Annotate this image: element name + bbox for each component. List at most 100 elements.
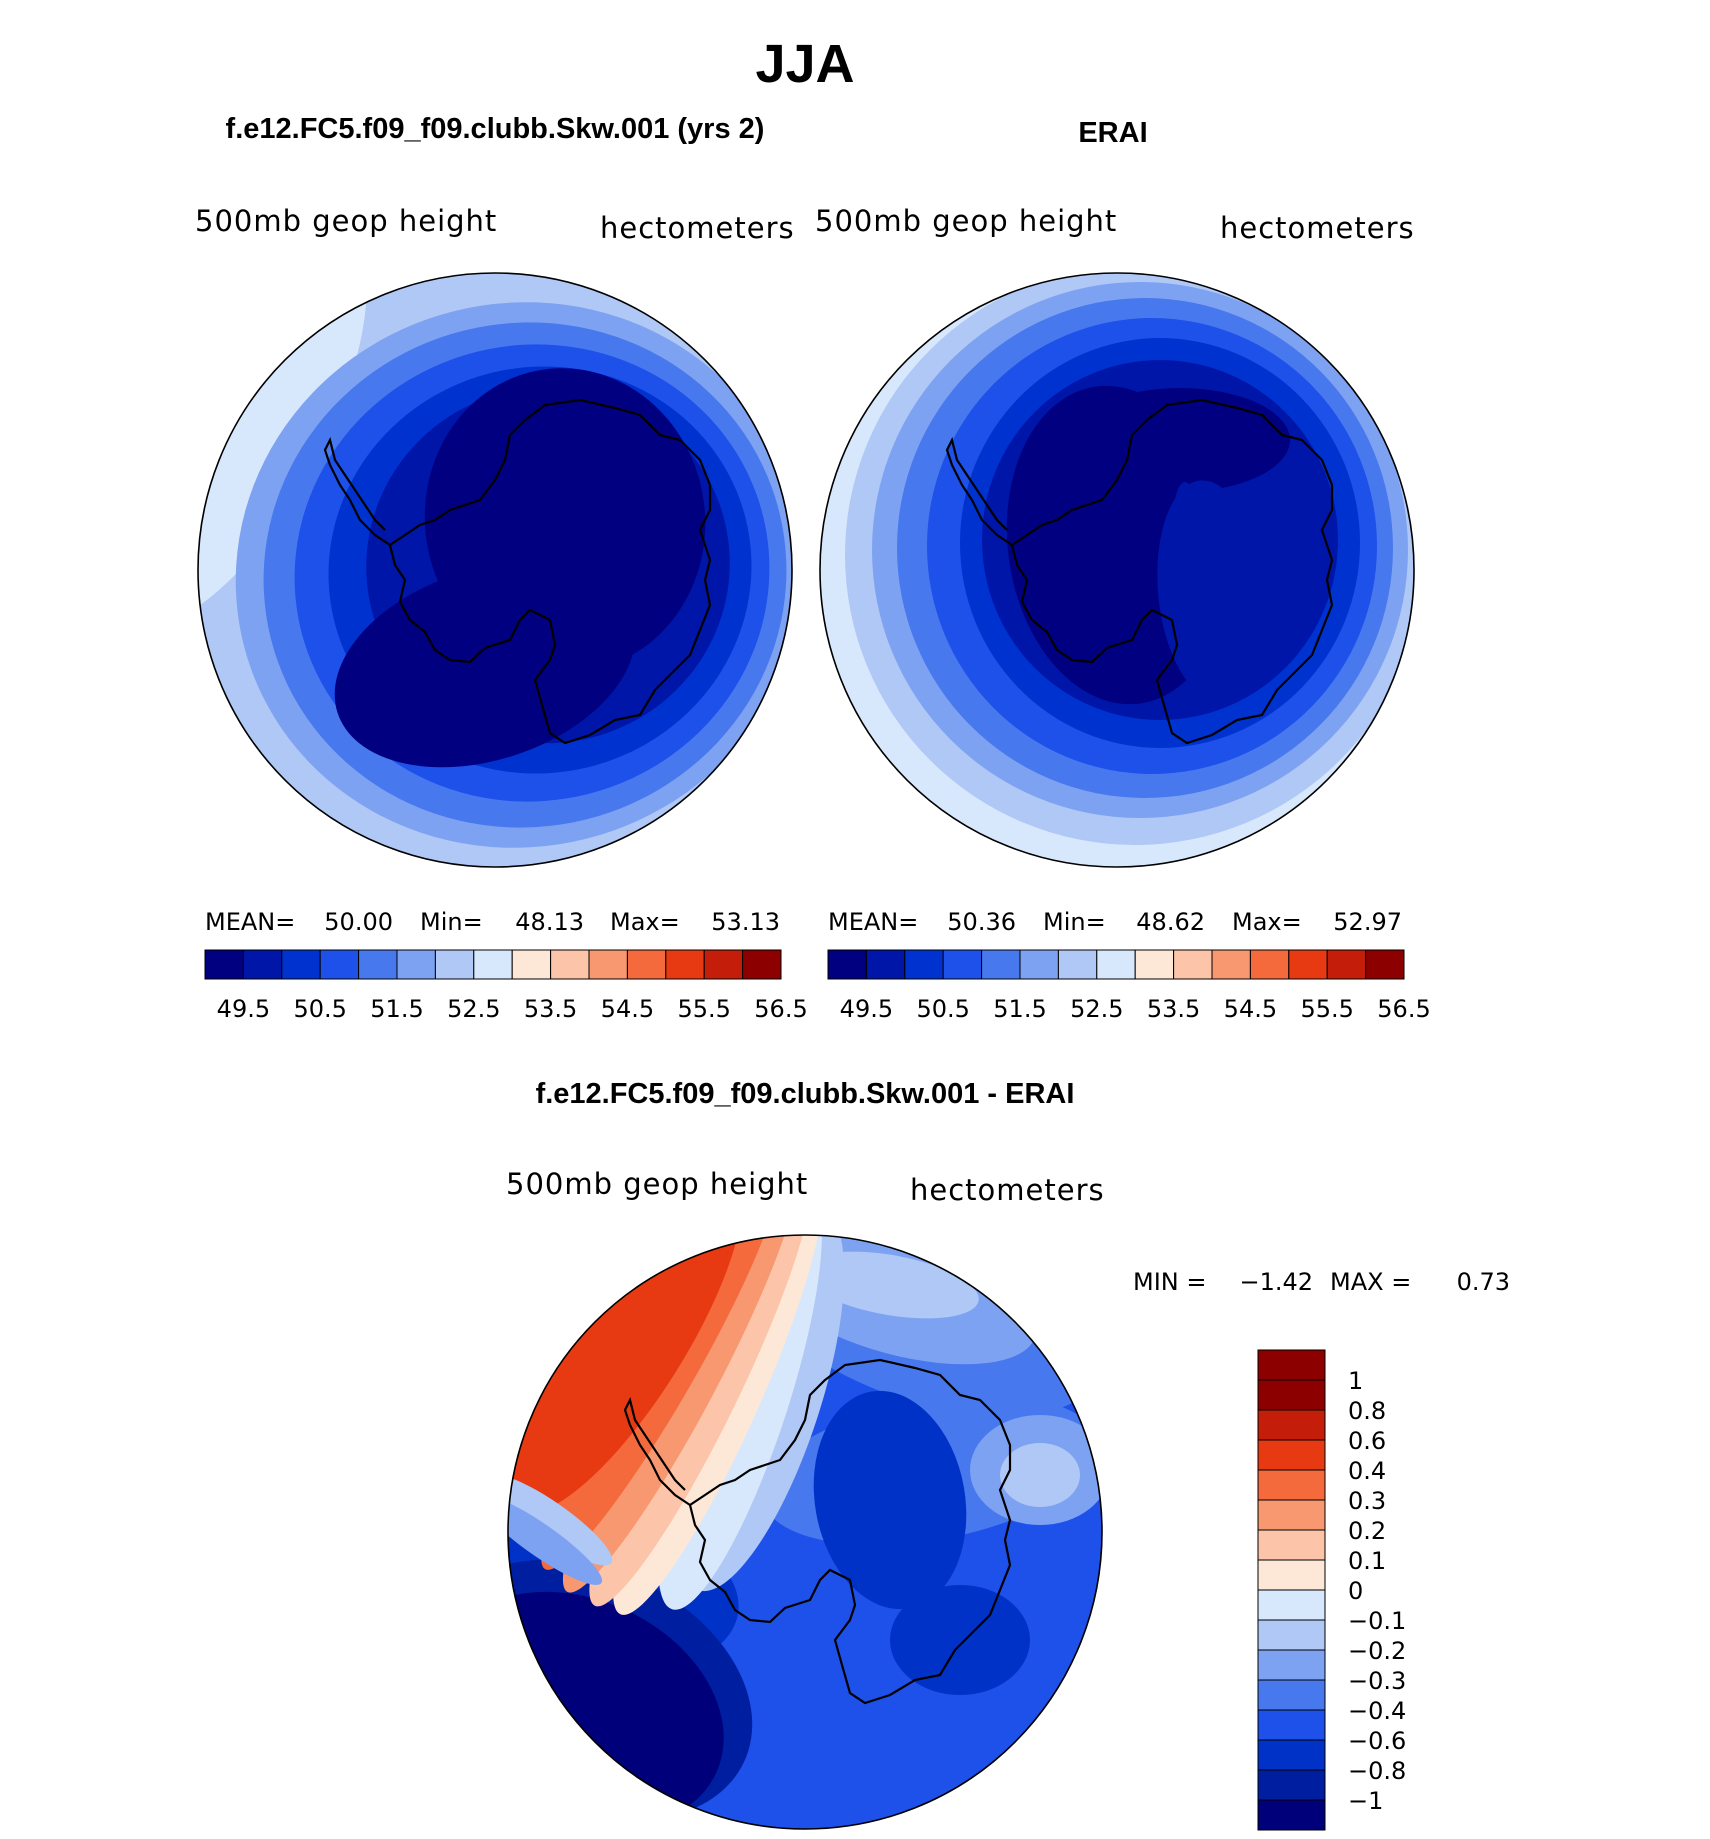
panel-model-colorbar: [204, 949, 782, 980]
panel-diff-colorbar-tick-label: 0.2: [1348, 1517, 1386, 1545]
panel-model-units-label: hectometers: [600, 211, 795, 245]
panel-diff-stats: MIN = −1.42 MAX = 0.73: [1133, 1268, 1510, 1296]
panel-erai-colorbar-ticks: 49.5 50.5 51.5 52.5 53.5 54.5 55.5 56.5: [840, 995, 1431, 1023]
panel-diff-colorbar-tick-label: −0.2: [1348, 1637, 1406, 1665]
panel-diff-colorbar-tick-label: 1: [1348, 1367, 1363, 1395]
panel-model-colorbar-tick-label: 49.5: [217, 995, 270, 1023]
panel-erai-mean-value: 50.36: [947, 908, 1016, 936]
panel-erai-min-value: 48.62: [1136, 908, 1205, 936]
panel-diff-colorbar-ticks: −1−0.8−0.6−0.4−0.3−0.2−0.100.10.20.30.40…: [1348, 1367, 1406, 1815]
panel-erai-units-label: hectometers: [1220, 211, 1415, 245]
panel-diff-colorbar-swatch: [1257, 1649, 1326, 1681]
panel-model-colorbar-tick-label: 53.5: [524, 995, 577, 1023]
panel-model-colorbar-swatch: [204, 949, 244, 980]
panel-diff-colorbar-tick-label: 0.6: [1348, 1427, 1386, 1455]
panel-erai-colorbar-tick-label: 54.5: [1224, 995, 1277, 1023]
panel-diff-title: f.e12.FC5.f09_f09.clubb.Skw.001 - ERAI: [536, 1078, 1075, 1110]
panel-erai-colorbar-swatch: [1288, 949, 1328, 980]
panel-diff-min-label: MIN =: [1133, 1268, 1206, 1296]
panel-erai-colorbar-tick-label: 56.5: [1377, 995, 1430, 1023]
panel-diff-colorbar-tick-label: 0.4: [1348, 1457, 1386, 1485]
panel-diff: f.e12.FC5.f09_f09.clubb.Skw.001 - ERAI 5…: [506, 1078, 1510, 1831]
panel-model-title: f.e12.FC5.f09_f09.clubb.Skw.001 (yrs 2): [226, 113, 765, 145]
panel-diff-colorbar-swatch: [1257, 1799, 1326, 1831]
panel-model-max-label: Max=: [610, 908, 680, 936]
panel-model-colorbar-swatch: [396, 949, 436, 980]
panel-model-min-label: Min=: [420, 908, 483, 936]
panel-diff-colorbar-swatch: [1257, 1769, 1326, 1801]
panel-model-colorbar-swatch: [511, 949, 552, 980]
panel-model-colorbar-swatch: [626, 949, 667, 980]
panel-model-mean-value: 50.00: [324, 908, 393, 936]
panel-model-colorbar-tick-label: 55.5: [677, 995, 730, 1023]
panel-diff-colorbar-swatch: [1257, 1529, 1326, 1561]
panel-diff-colorbar-tick-label: 0: [1348, 1577, 1363, 1605]
panel-model-colorbar-swatch: [434, 949, 475, 980]
panel-diff-colorbar-swatch: [1257, 1379, 1326, 1411]
panel-model: f.e12.FC5.f09_f09.clubb.Skw.001 (yrs 2) …: [195, 113, 808, 1023]
panel-model-colorbar-swatch: [550, 949, 590, 980]
panel-model-colorbar-swatch: [742, 949, 782, 980]
panel-model-colorbar-tick-label: 52.5: [447, 995, 500, 1023]
panel-erai-colorbar-swatch: [827, 949, 867, 980]
panel-erai-title: ERAI: [1078, 117, 1147, 149]
panel-model-map: [198, 273, 792, 867]
panel-erai-map-border: [819, 272, 1415, 868]
panel-model-min-value: 48.13: [515, 908, 584, 936]
panel-erai-colorbar-tick-label: 53.5: [1147, 995, 1200, 1023]
panel-diff-colorbar-swatch: [1257, 1679, 1326, 1711]
panel-model-colorbar-tick-label: 56.5: [754, 995, 807, 1023]
panel-diff-colorbar-tick-label: 0.3: [1348, 1487, 1386, 1515]
panel-diff-map: [508, 1235, 1102, 1829]
panel-model-map-border: [197, 272, 793, 868]
panel-diff-max-label: MAX =: [1330, 1268, 1411, 1296]
panel-diff-colorbar-tick-label: −0.6: [1348, 1727, 1406, 1755]
panel-erai-colorbar-swatch: [981, 949, 1021, 980]
panel-model-colorbar-swatch: [242, 949, 283, 980]
panel-erai-colorbar-swatch: [1211, 949, 1251, 980]
panel-model-colorbar-swatch: [281, 949, 321, 980]
panel-model-stats: MEAN= 50.00 Min= 48.13 Max= 53.13: [205, 908, 780, 936]
panel-diff-variable-label: 500mb geop height: [506, 1167, 808, 1201]
panel-erai-colorbar-swatch: [1096, 949, 1136, 980]
figure-title: JJA: [755, 34, 854, 94]
panel-model-colorbar-swatch: [319, 949, 360, 980]
panel-diff-colorbar-swatch: [1257, 1409, 1326, 1441]
panel-erai-colorbar: [827, 949, 1405, 980]
panel-diff-min-value: −1.42: [1239, 1268, 1313, 1296]
panel-diff-colorbar-tick-label: −0.8: [1348, 1757, 1406, 1785]
panel-erai-colorbar-tick-label: 52.5: [1070, 995, 1123, 1023]
panel-model-colorbar-tick-label: 54.5: [601, 995, 654, 1023]
panel-model-colorbar-tick-label: 50.5: [293, 995, 346, 1023]
panel-diff-colorbar-tick-label: −1: [1348, 1787, 1383, 1815]
panel-model-colorbar-tick-label: 51.5: [370, 995, 423, 1023]
panel-diff-colorbar-swatch: [1257, 1589, 1326, 1621]
panel-erai-colorbar-swatch: [1365, 949, 1405, 980]
panel-erai-max-value: 52.97: [1333, 908, 1402, 936]
panel-erai-colorbar-swatch: [1173, 949, 1213, 980]
panel-diff-colorbar-swatch: [1257, 1349, 1326, 1381]
panel-erai-mean-label: MEAN=: [828, 908, 918, 936]
panel-diff-colorbar-tick-label: 0.1: [1348, 1547, 1386, 1575]
panel-erai-variable-label: 500mb geop height: [815, 204, 1117, 238]
panel-erai-colorbar-swatch: [1134, 949, 1175, 980]
panel-model-colorbar-swatch: [588, 949, 628, 980]
panel-erai-colorbar-tick-label: 51.5: [993, 995, 1046, 1023]
panel-diff-units-label: hectometers: [910, 1173, 1105, 1207]
panel-erai-colorbar-swatch: [942, 949, 983, 980]
panel-model-colorbar-ticks: 49.5 50.5 51.5 52.5 53.5 54.5 55.5 56.5: [217, 995, 808, 1023]
panel-erai-colorbar-tick-label: 50.5: [916, 995, 969, 1023]
panel-model-colorbar-swatch: [703, 949, 744, 980]
panel-erai-colorbar-swatch: [1057, 949, 1098, 980]
panel-erai-colorbar-swatch: [865, 949, 906, 980]
panel-erai-colorbar-swatch: [904, 949, 944, 980]
panel-diff-colorbar-tick-label: −0.4: [1348, 1697, 1406, 1725]
panel-erai-min-label: Min=: [1043, 908, 1106, 936]
panel-erai-colorbar-tick-label: 49.5: [840, 995, 893, 1023]
panel-erai-stats: MEAN= 50.36 Min= 48.62 Max= 52.97: [828, 908, 1402, 936]
panel-diff-colorbar-swatch: [1257, 1709, 1326, 1741]
panel-erai-colorbar-swatch: [1326, 949, 1367, 980]
panel-diff-colorbar-swatch: [1257, 1469, 1326, 1501]
panel-diff-colorbar-swatch: [1257, 1619, 1326, 1651]
panel-diff-colorbar-swatch: [1257, 1739, 1326, 1771]
